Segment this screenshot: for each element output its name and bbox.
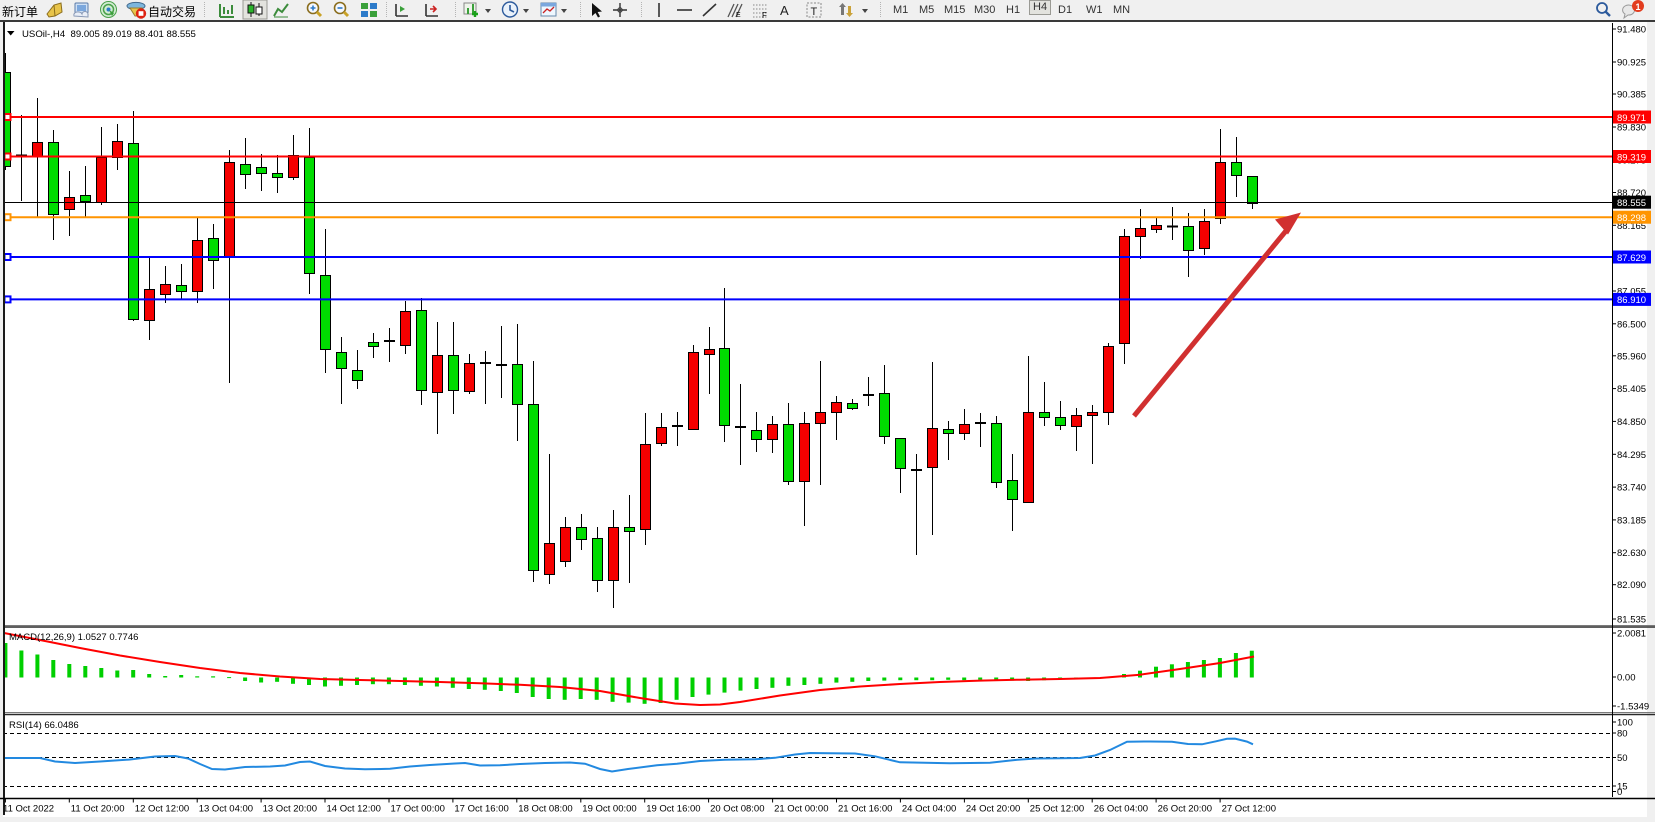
svg-text:11 Oct 2022: 11 Oct 2022 (3, 804, 54, 815)
svg-text:T: T (811, 6, 818, 18)
svg-text:18 Oct 08:00: 18 Oct 08:00 (518, 804, 572, 815)
svg-text:2.0081: 2.0081 (1617, 629, 1646, 640)
svg-text:17 Oct 16:00: 17 Oct 16:00 (454, 804, 508, 815)
svg-text:21 Oct 16:00: 21 Oct 16:00 (838, 804, 892, 815)
svg-text:26 Oct 04:00: 26 Oct 04:00 (1094, 804, 1148, 815)
svg-text:12 Oct 12:00: 12 Oct 12:00 (135, 804, 189, 815)
svg-text:89.319: 89.319 (1617, 152, 1646, 163)
svg-text:19 Oct 00:00: 19 Oct 00:00 (582, 804, 636, 815)
svg-text:24 Oct 20:00: 24 Oct 20:00 (966, 804, 1020, 815)
svg-text:86.910: 86.910 (1617, 295, 1646, 306)
svg-text:90.385: 90.385 (1617, 90, 1646, 101)
svg-text:89.971: 89.971 (1617, 113, 1646, 124)
svg-text:1: 1 (1636, 2, 1641, 12)
svg-text:84.295: 84.295 (1617, 450, 1646, 461)
svg-text:83.185: 83.185 (1617, 515, 1646, 526)
svg-text:27 Oct 12:00: 27 Oct 12:00 (1222, 804, 1276, 815)
svg-text:90.925: 90.925 (1617, 58, 1646, 69)
svg-text:85.405: 85.405 (1617, 384, 1646, 395)
svg-text:15: 15 (1617, 782, 1628, 793)
svg-text:14 Oct 12:00: 14 Oct 12:00 (327, 804, 381, 815)
svg-text:82.090: 82.090 (1617, 580, 1646, 591)
svg-text:50: 50 (1617, 753, 1628, 764)
svg-text:RSI(14) 66.0486: RSI(14) 66.0486 (9, 720, 79, 731)
svg-text:86.500: 86.500 (1617, 319, 1646, 330)
svg-text:-1.5349: -1.5349 (1617, 702, 1649, 713)
svg-text:91.480: 91.480 (1617, 25, 1646, 36)
svg-text:0.00: 0.00 (1617, 673, 1636, 684)
svg-text:81.535: 81.535 (1617, 615, 1646, 626)
svg-text:87.629: 87.629 (1617, 253, 1646, 264)
svg-text:88.298: 88.298 (1617, 213, 1646, 224)
svg-text:84.850: 84.850 (1617, 417, 1646, 428)
svg-text:13 Oct 04:00: 13 Oct 04:00 (199, 804, 253, 815)
svg-text:83.740: 83.740 (1617, 483, 1646, 494)
svg-text:26 Oct 20:00: 26 Oct 20:00 (1158, 804, 1212, 815)
svg-text:MACD(12,26,9) 1.0527 0.7746: MACD(12,26,9) 1.0527 0.7746 (9, 632, 138, 643)
svg-text:88.165: 88.165 (1617, 221, 1646, 232)
svg-text:F: F (762, 11, 767, 20)
svg-text:A: A (780, 3, 789, 18)
svg-text:E: E (736, 12, 741, 19)
svg-text:85.960: 85.960 (1617, 351, 1646, 362)
svg-text:21 Oct 00:00: 21 Oct 00:00 (774, 804, 828, 815)
svg-text:19 Oct 16:00: 19 Oct 16:00 (646, 804, 700, 815)
svg-text:88.555: 88.555 (1617, 198, 1646, 209)
svg-text:USOil-,H4 89.005 89.019 88.40: USOil-,H4 89.005 89.019 88.401 88.555 (22, 29, 196, 40)
svg-text:88.720: 88.720 (1617, 188, 1646, 199)
svg-text:100: 100 (1617, 718, 1633, 729)
svg-text:80: 80 (1617, 729, 1628, 740)
svg-text:87.055: 87.055 (1617, 287, 1646, 298)
svg-text:25 Oct 12:00: 25 Oct 12:00 (1030, 804, 1084, 815)
svg-text:24 Oct 04:00: 24 Oct 04:00 (902, 804, 956, 815)
svg-text:89.830: 89.830 (1617, 123, 1646, 134)
svg-text:11 Oct 20:00: 11 Oct 20:00 (71, 804, 125, 815)
svg-text:13 Oct 20:00: 13 Oct 20:00 (263, 804, 317, 815)
svg-text:82.630: 82.630 (1617, 548, 1646, 559)
svg-text:20 Oct 08:00: 20 Oct 08:00 (710, 804, 764, 815)
svg-text:17 Oct 00:00: 17 Oct 00:00 (391, 804, 445, 815)
svg-text:0: 0 (1617, 787, 1622, 798)
